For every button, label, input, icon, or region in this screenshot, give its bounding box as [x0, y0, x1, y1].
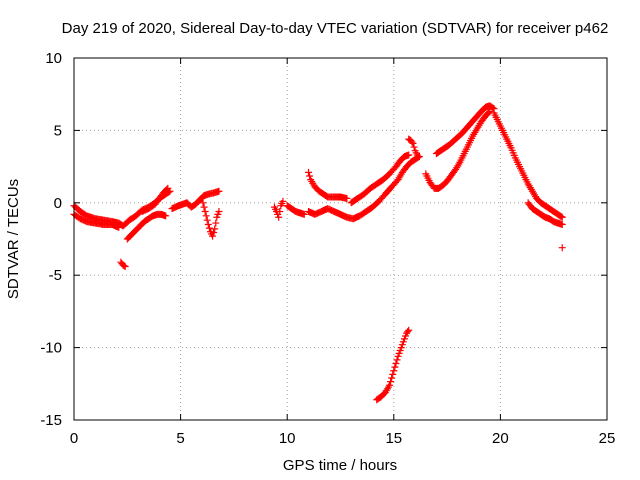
data-point	[121, 263, 129, 271]
y-axis-label: SDTVAR / TECUs	[5, 179, 22, 299]
x-tick-label: 10	[279, 430, 296, 447]
chart-title: Day 219 of 2020, Sidereal Day-to-day VTE…	[62, 20, 609, 37]
data-point	[120, 262, 128, 270]
x-tick-label: 25	[599, 430, 616, 447]
data-point	[300, 210, 308, 218]
data-point	[409, 139, 417, 147]
data-point	[391, 363, 399, 371]
data-point	[558, 244, 566, 252]
y-tick-label: 0	[54, 195, 62, 212]
data-point	[386, 381, 394, 389]
data-point	[210, 228, 218, 236]
data-point	[306, 172, 314, 180]
x-tick-label: 5	[176, 430, 184, 447]
y-tick-label: 5	[54, 122, 62, 139]
data-point	[163, 185, 171, 193]
axis-ticks: 0 5 10 15 20 25 -15 -10 -5 0 5 10	[40, 50, 615, 447]
data-point	[393, 356, 401, 364]
data-point	[199, 199, 207, 207]
data-point	[205, 224, 213, 232]
data-point	[275, 213, 283, 221]
data-point	[198, 194, 206, 202]
data-point	[558, 221, 566, 229]
data-point	[215, 207, 223, 215]
data-point	[305, 168, 313, 176]
plot-frame	[73, 57, 608, 421]
data-point	[215, 187, 223, 195]
x-tick-label: 15	[385, 430, 402, 447]
x-tick-label: 0	[70, 430, 78, 447]
data-point	[405, 326, 413, 334]
data-point	[405, 151, 413, 159]
data-point	[558, 213, 566, 221]
data-point	[489, 104, 497, 112]
data-point	[557, 213, 565, 221]
data-point	[387, 378, 395, 386]
y-tick-label: 10	[45, 50, 62, 67]
data-point	[202, 212, 210, 220]
data-point	[392, 360, 400, 368]
y-tick-label: -5	[49, 267, 62, 284]
data-point	[212, 219, 220, 227]
data-point	[203, 216, 211, 224]
data-point	[389, 370, 397, 378]
data-point	[200, 203, 208, 211]
data-point	[162, 212, 170, 220]
data-points	[70, 102, 566, 404]
data-point	[390, 367, 398, 375]
data-point	[209, 232, 217, 240]
data-point	[404, 328, 412, 336]
grid	[74, 58, 607, 420]
y-tick-label: -15	[40, 412, 62, 429]
data-point	[388, 374, 396, 382]
data-point	[279, 197, 287, 205]
data-point	[115, 223, 123, 231]
y-tick-label: -10	[40, 340, 62, 357]
data-point	[211, 225, 219, 233]
data-point	[276, 207, 284, 215]
data-point	[204, 221, 212, 229]
data-point	[164, 184, 172, 192]
x-axis-label: GPS time / hours	[283, 457, 397, 474]
data-point	[343, 194, 351, 202]
data-point	[413, 151, 421, 159]
data-point	[408, 138, 416, 146]
data-point	[410, 143, 418, 151]
data-point	[201, 207, 209, 215]
x-tick-label: 20	[492, 430, 509, 447]
